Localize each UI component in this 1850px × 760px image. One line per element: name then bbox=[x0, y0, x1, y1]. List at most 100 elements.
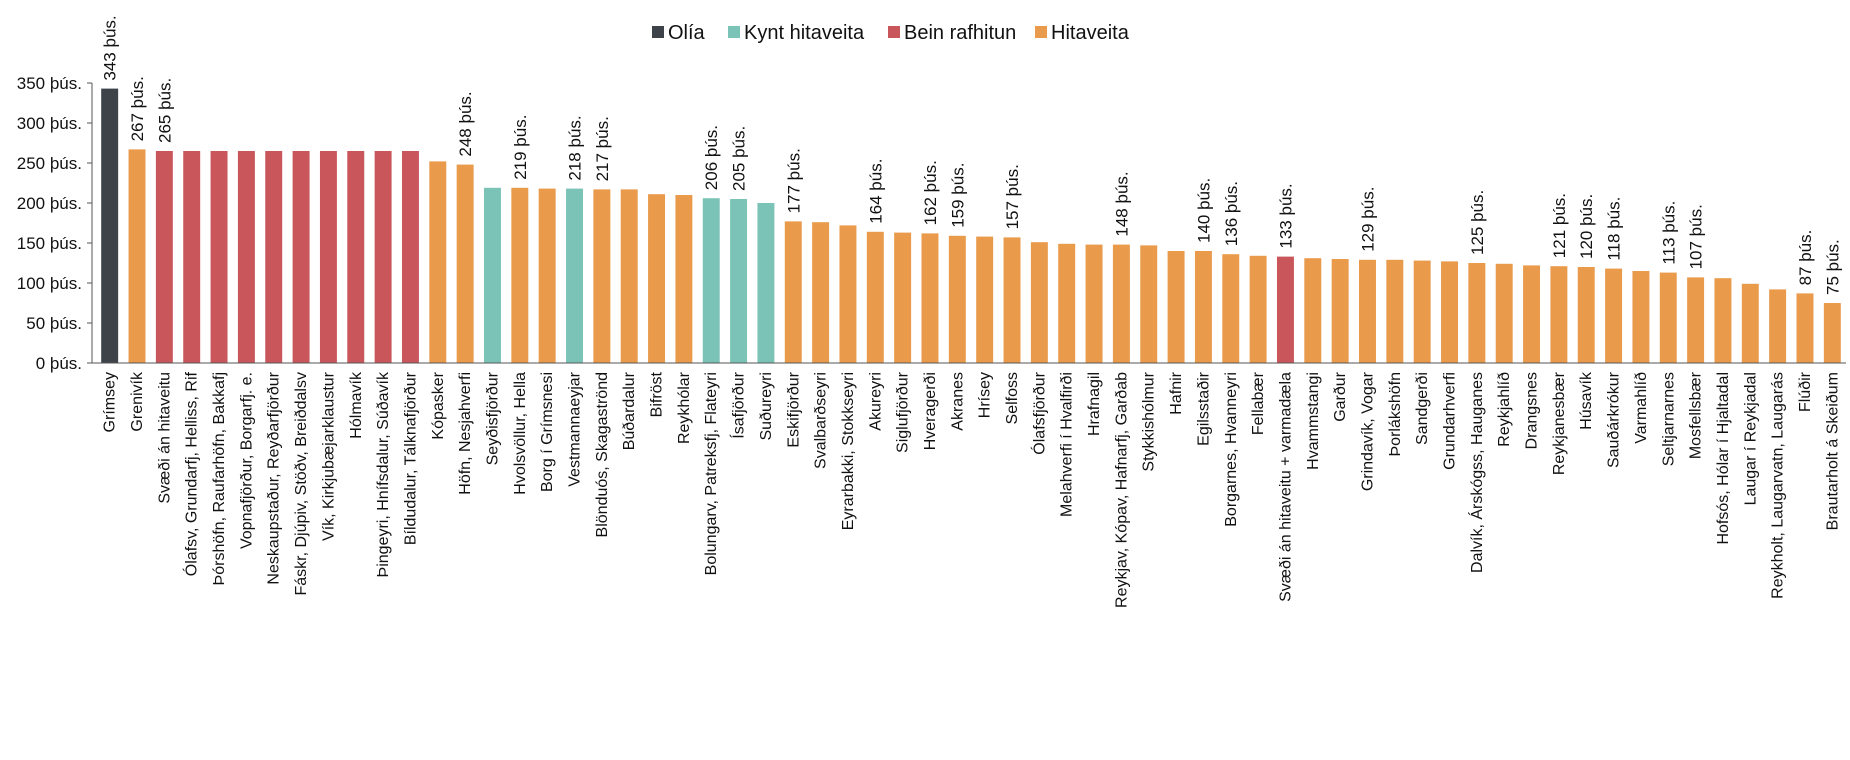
data-label: 218 þús. bbox=[566, 115, 585, 180]
y-tick-label: 250 þús. bbox=[17, 154, 82, 173]
bar bbox=[484, 187, 501, 363]
bar bbox=[702, 198, 720, 363]
bar bbox=[237, 151, 255, 363]
x-tick-label: Hvammstangi bbox=[1305, 372, 1322, 470]
y-tick-label: 50 þús. bbox=[26, 314, 82, 333]
y-tick-label: 150 þús. bbox=[17, 234, 82, 253]
x-tick-label: Hrafnagil bbox=[1086, 372, 1103, 436]
data-label: 121 þús. bbox=[1550, 193, 1569, 258]
bar bbox=[894, 232, 912, 363]
x-tick-label: Þorlákshöfn bbox=[1387, 372, 1404, 457]
bar bbox=[1714, 278, 1732, 363]
legend-label: Olía bbox=[668, 22, 706, 44]
x-tick-label: Drangsnes bbox=[1524, 372, 1541, 449]
bar bbox=[1222, 254, 1240, 363]
data-label: 267 þús. bbox=[128, 76, 147, 141]
bar bbox=[1304, 258, 1322, 363]
x-tick-label: Neskaupstaður, Reyðarfjörður bbox=[266, 371, 283, 584]
bar bbox=[265, 151, 283, 363]
bar bbox=[593, 189, 611, 363]
x-tick-label: Borgarnes, Hvanneyri bbox=[1223, 372, 1240, 527]
x-tick-label: Bifröst bbox=[649, 371, 666, 417]
legend-swatch bbox=[652, 26, 664, 38]
x-tick-label: Reykholt, Laugarvatn, Laugarás bbox=[1770, 372, 1787, 599]
x-tick-label: Vopnafjörður, Borgarfj. e. bbox=[238, 372, 255, 549]
bar bbox=[1769, 289, 1787, 363]
x-tick-label: Flúðir bbox=[1797, 371, 1814, 412]
data-label: 159 þús. bbox=[948, 163, 967, 228]
y-tick-label: 100 þús. bbox=[17, 274, 82, 293]
x-tick-label: Hafnir bbox=[1168, 371, 1185, 414]
data-label: 120 þús. bbox=[1577, 194, 1596, 259]
x-tick-label: Reykhólar bbox=[676, 371, 693, 444]
data-label: 217 þús. bbox=[593, 116, 612, 181]
data-label: 162 þús. bbox=[921, 160, 940, 225]
bar bbox=[1030, 242, 1048, 363]
bar bbox=[1605, 268, 1623, 363]
y-tick-label: 200 þús. bbox=[17, 194, 82, 213]
x-tick-label: Seltjarnarnes bbox=[1660, 372, 1677, 466]
x-tick-label: Siglufjörður bbox=[895, 371, 912, 453]
bar bbox=[784, 221, 802, 363]
bar bbox=[866, 231, 884, 363]
legend-item-olia: Olía bbox=[652, 22, 706, 44]
data-label: 75 þús. bbox=[1823, 239, 1842, 295]
bar bbox=[1550, 266, 1568, 363]
x-tick-label: Fáskr, Djúpiv, Stöðv, Breiðdalsv bbox=[293, 372, 310, 596]
x-tick-label: Svæði án hitaveitu + varmadæla bbox=[1277, 372, 1294, 602]
bar bbox=[456, 164, 474, 363]
bar bbox=[1331, 259, 1349, 363]
x-tick-label: Varmahlíð bbox=[1633, 372, 1650, 444]
x-tick-label: Stykkishólmur bbox=[1141, 371, 1158, 471]
bar bbox=[1659, 272, 1677, 363]
bar bbox=[1112, 244, 1130, 363]
x-tick-label: Þórshöfn, Raufarhöfn, Bakkafj bbox=[211, 372, 228, 585]
data-label: 219 þús. bbox=[511, 115, 530, 180]
bar bbox=[948, 235, 966, 363]
bar bbox=[1687, 277, 1705, 363]
bar bbox=[1194, 251, 1212, 363]
bar bbox=[1468, 263, 1486, 363]
bar bbox=[1249, 255, 1267, 363]
bar bbox=[1167, 251, 1185, 363]
x-tick-label: Akranes bbox=[949, 372, 966, 431]
x-tick-label: Sauðárkrókur bbox=[1606, 371, 1623, 468]
data-label: 129 þús. bbox=[1358, 187, 1377, 252]
x-tick-label: Grímsey bbox=[102, 372, 119, 432]
bar bbox=[1495, 263, 1513, 363]
bar bbox=[429, 161, 447, 363]
x-axis: Grímsey Grenivík Svæði án hitaveitu Ólafsv,… bbox=[92, 362, 1846, 608]
x-tick-label: Svæði án hitaveitu bbox=[156, 372, 173, 504]
bar bbox=[1441, 261, 1458, 363]
y-tick-label: 350 þús. bbox=[17, 74, 82, 93]
x-tick-label: Vík, Kirkjubæjarklaustur bbox=[320, 371, 337, 541]
data-label: 343 þús. bbox=[101, 15, 120, 80]
x-tick-label: Hofsós, Hólar í Hjaltadal bbox=[1715, 372, 1732, 545]
bar bbox=[730, 199, 748, 363]
legend-swatch bbox=[1035, 26, 1047, 38]
x-tick-label: Sandgerði bbox=[1414, 372, 1431, 445]
bar bbox=[757, 203, 775, 363]
data-label: 87 þús. bbox=[1796, 230, 1815, 286]
data-label: 140 þús. bbox=[1194, 178, 1213, 243]
bar bbox=[128, 149, 146, 363]
bar bbox=[1140, 245, 1158, 363]
bar bbox=[1003, 237, 1021, 363]
legend-swatch bbox=[888, 26, 900, 38]
x-tick-label: Hólmavík bbox=[348, 371, 365, 439]
bar bbox=[1276, 256, 1294, 363]
legend-swatch bbox=[728, 26, 740, 38]
bar bbox=[1058, 243, 1076, 363]
bar bbox=[812, 222, 830, 363]
bar bbox=[401, 151, 419, 363]
x-tick-label: Húsavík bbox=[1578, 371, 1595, 430]
x-tick-label: Hvolsvöllur, Hella bbox=[512, 372, 529, 495]
x-tick-label: Ólafsfjörður bbox=[1029, 371, 1048, 454]
x-tick-label: Grenivík bbox=[129, 371, 146, 432]
data-labels: 343 þús. 267 þús. 265 þús. 248 þús. 219 þús.… bbox=[101, 15, 1843, 295]
x-tick-label: Fellabær bbox=[1250, 371, 1267, 435]
data-label: 113 þús. bbox=[1659, 201, 1678, 265]
bar bbox=[1632, 271, 1650, 363]
x-tick-label: Hveragerði bbox=[922, 372, 939, 450]
data-label: 205 þús. bbox=[730, 126, 749, 191]
